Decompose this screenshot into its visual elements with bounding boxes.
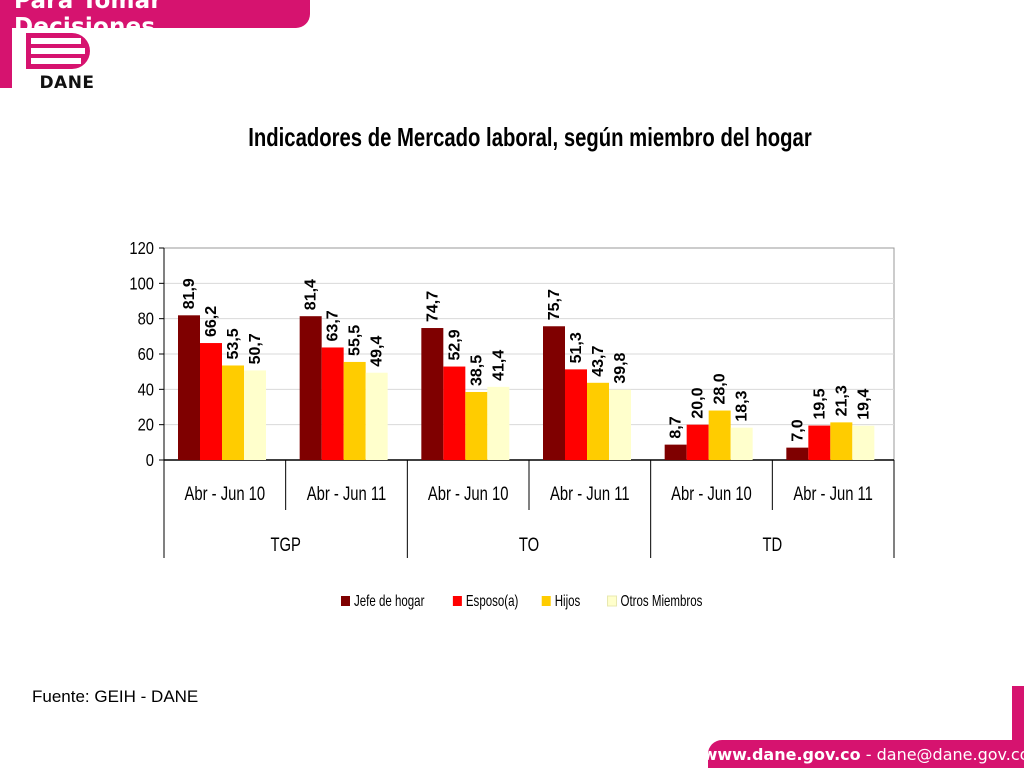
legend-label: Otros Miembros (621, 591, 703, 609)
data-label: 51,3 (568, 332, 585, 363)
bar (200, 343, 222, 460)
data-label: 8,7 (668, 416, 685, 438)
data-label: 49,4 (369, 335, 386, 366)
x-category-label: Abr - Jun 11 (550, 483, 630, 504)
bar (178, 315, 200, 460)
data-label: 28,0 (712, 373, 729, 404)
header-stripe (0, 28, 12, 88)
x-group-label: TD (762, 534, 782, 555)
y-tick-label: 0 (146, 451, 154, 471)
data-label: 75,7 (546, 289, 563, 320)
data-label: 19,5 (811, 388, 828, 419)
data-label: 19,4 (855, 388, 872, 419)
bar (299, 316, 322, 460)
bar (708, 410, 731, 460)
bar (343, 361, 366, 460)
bar (786, 447, 809, 460)
bar (487, 386, 510, 460)
bar (808, 425, 831, 460)
x-category-label: Abr - Jun 11 (307, 483, 387, 504)
data-label: 52,9 (446, 329, 463, 360)
data-label: 41,4 (490, 350, 507, 381)
bar (609, 389, 631, 460)
bar (421, 328, 444, 460)
bar (321, 347, 344, 460)
y-tick-label: 40 (138, 380, 154, 400)
footer-stripe (1012, 686, 1024, 746)
data-label: 21,3 (833, 385, 850, 416)
bar (587, 382, 609, 460)
data-label: 74,7 (424, 291, 441, 322)
data-label: 53,5 (225, 328, 242, 359)
data-label: 7,0 (789, 419, 806, 441)
legend-label: Hijos (555, 591, 581, 609)
y-tick-label: 100 (129, 274, 154, 294)
bar (543, 326, 565, 460)
dane-logo-icon (26, 33, 90, 69)
x-category-label: Abr - Jun 10 (185, 483, 266, 504)
data-label: 38,5 (468, 355, 485, 386)
legend-swatch (541, 596, 551, 606)
bar (730, 427, 753, 460)
footer-email[interactable]: dane@dane.gov.co (876, 744, 1024, 764)
bar (465, 391, 488, 460)
data-label: 39,8 (612, 352, 629, 383)
legend-swatch (341, 596, 350, 606)
source-note: Fuente: GEIH - DANE (32, 687, 199, 706)
bar (664, 444, 687, 460)
x-group-label: TO (519, 534, 539, 555)
data-label: 81,4 (303, 279, 320, 310)
y-tick-label: 120 (129, 239, 154, 259)
data-label: 18,3 (734, 390, 751, 421)
footer-bar: www.dane.gov.co - dane@dane.gov.co (703, 740, 1024, 768)
x-group-label: TGP (270, 534, 300, 555)
data-label: 66,2 (203, 306, 220, 337)
data-label: 43,7 (590, 346, 607, 377)
x-category-label: Abr - Jun 10 (671, 483, 752, 504)
chart-title: Indicadores de Mercado laboral, según mi… (248, 122, 812, 152)
legend-label: Esposo(a) (466, 591, 518, 609)
y-tick-label: 20 (138, 415, 154, 435)
bar (443, 366, 466, 460)
legend-swatch (607, 595, 618, 607)
data-label: 20,0 (690, 387, 707, 418)
data-label: 63,7 (325, 310, 342, 341)
data-label: 55,5 (347, 325, 364, 356)
x-category-label: Abr - Jun 10 (428, 483, 509, 504)
footer-separator: - (860, 744, 877, 764)
data-label: 81,9 (181, 278, 198, 309)
dane-logo: DANE (24, 31, 110, 93)
bar (852, 425, 875, 460)
bar (686, 424, 709, 460)
legend-swatch (452, 596, 462, 606)
y-tick-label: 60 (138, 345, 154, 365)
footer-website[interactable]: www.dane.gov.co (702, 744, 861, 764)
bar (565, 369, 587, 460)
bar (830, 422, 853, 460)
x-category-label: Abr - Jun 11 (793, 483, 873, 504)
data-label: 50,7 (247, 333, 264, 364)
legend-label: Jefe de hogar (354, 591, 425, 609)
bar (365, 372, 388, 460)
logo-text: DANE (39, 73, 95, 93)
y-tick-label: 80 (138, 309, 154, 329)
bar (222, 365, 244, 460)
bar (244, 370, 266, 460)
